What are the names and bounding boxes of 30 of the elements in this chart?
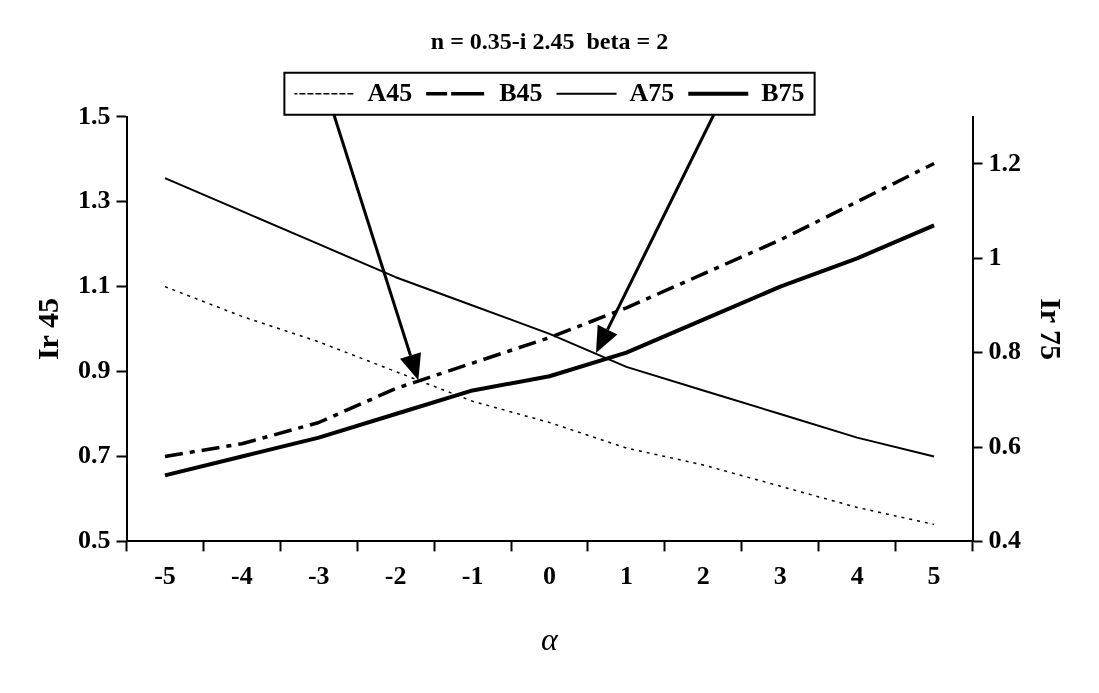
y2-tick-label: 0.4: [988, 525, 1021, 555]
y-tick-label: 0.5: [78, 525, 111, 555]
y2-tick-label: 1.2: [988, 147, 1021, 177]
x-tick-label: 2: [696, 560, 710, 590]
x-tick-label: 0: [543, 560, 556, 590]
x-tick-label: -3: [307, 560, 330, 590]
x-axis-title: α: [541, 621, 560, 658]
x-tick-label: -2: [384, 560, 407, 590]
x-tick-label: 3: [773, 560, 787, 590]
y2-tick-label: 0.8: [988, 336, 1021, 366]
x-tick-label: 5: [927, 560, 941, 590]
y2-tick-label: 0.6: [988, 430, 1021, 460]
legend-label: B75: [761, 77, 805, 107]
y-tick-label: 1.1: [78, 270, 111, 300]
y-axis-title: Ir 45: [30, 298, 64, 361]
x-tick-label: -4: [231, 560, 253, 590]
y2-axis-title: Ir 75: [1035, 298, 1069, 361]
legend-label: B45: [499, 77, 543, 107]
y-tick-label: 0.7: [78, 440, 111, 470]
legend-label: A45: [367, 77, 413, 107]
y2-tick-label: 1: [988, 242, 1002, 272]
y-tick-label: 0.9: [78, 355, 111, 385]
x-tick-label: 4: [850, 560, 864, 590]
x-tick-label: -5: [154, 560, 176, 590]
x-tick-label: -1: [461, 560, 484, 590]
legend-label: A75: [629, 77, 675, 107]
x-tick-label: 1: [619, 560, 633, 590]
y-tick-label: 1.3: [78, 185, 111, 215]
y-tick-label: 1.5: [78, 100, 111, 130]
chart-title: n = 0.35-i 2.45 beta = 2: [430, 27, 669, 54]
